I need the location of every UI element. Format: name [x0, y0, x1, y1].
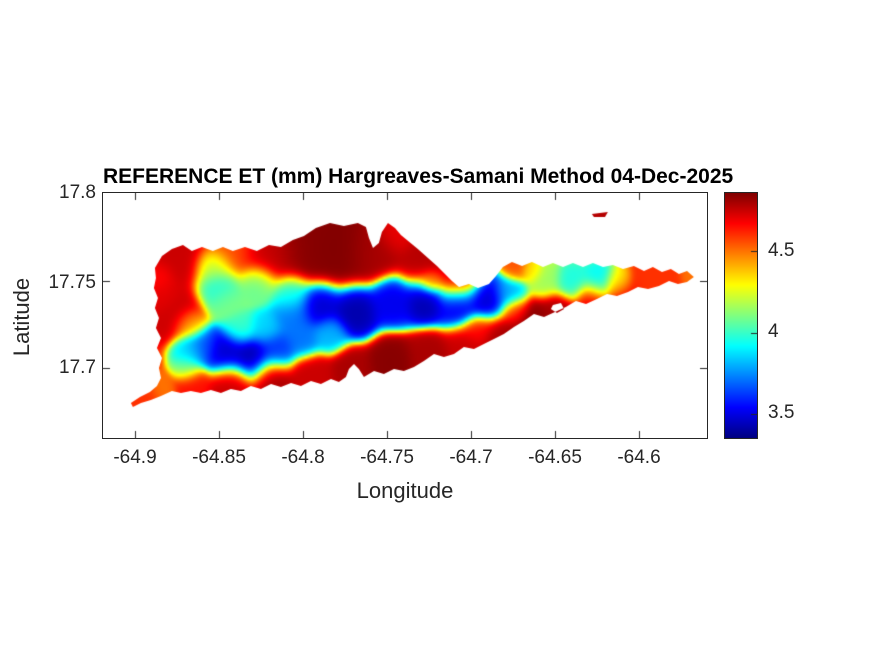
island-et-heatmap [103, 193, 707, 438]
colorbar [724, 192, 758, 439]
colorbar-label-3-5: 3.5 [768, 402, 795, 423]
plot-area [102, 192, 708, 439]
x-tick-label-64-85: -64.85 [192, 447, 246, 468]
x-tick-label-64-9: -64.9 [113, 447, 157, 468]
x-tick-label-64-7: -64.7 [449, 447, 493, 468]
colorbar-label-4-5: 4.5 [768, 240, 795, 261]
x-tick-label-64-75: -64.75 [360, 447, 414, 468]
y-tick-label-17-75: 17.75 [48, 272, 96, 293]
y-tick-label-17-7: 17.7 [59, 357, 96, 378]
x-tick-label-64-65: -64.65 [528, 447, 582, 468]
x-axis-label: Longitude [356, 478, 454, 503]
chart-title: REFERENCE ET (mm) Hargreaves-Samani Meth… [103, 165, 734, 188]
y-tick-label-17-8: 17.8 [59, 182, 96, 203]
x-tick-label-64-8: -64.8 [281, 447, 325, 468]
x-tick-label-64-6: -64.6 [617, 447, 661, 468]
colorbar-label-4: 4 [768, 321, 779, 342]
colorbar-gradient [725, 193, 757, 438]
